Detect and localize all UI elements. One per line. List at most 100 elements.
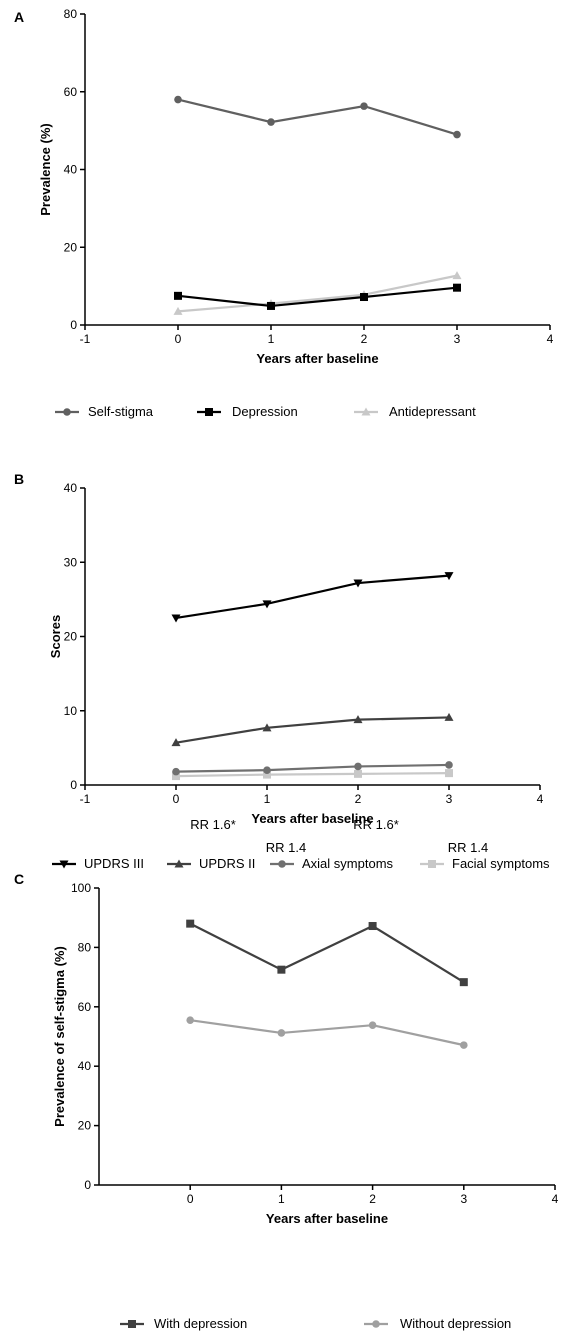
series-line [177, 274, 458, 313]
y-axis-title: Prevalence of self-stigma (%) [52, 946, 67, 1127]
chart-panel-c: C 0 20 40 60 80 100 0 1 2 3 4 Years after baseline Pr… [14, 817, 559, 1331]
data-point [452, 271, 462, 280]
series-with-depression [186, 919, 468, 987]
data-point [263, 770, 271, 779]
data-point [171, 614, 181, 623]
data-point [174, 291, 182, 300]
y-tick-label: 0 [84, 1178, 91, 1192]
rr-annotation: RR 1.4 [266, 840, 306, 855]
x-tick-label: 3 [460, 1192, 467, 1206]
legend-label: UPDRS III [84, 856, 144, 871]
legend-label: With depression [154, 1316, 247, 1331]
legend-marker [428, 860, 436, 868]
legend: UPDRS III UPDRS II Axial symptoms Facial sy… [52, 856, 550, 871]
data-point [360, 293, 368, 302]
y-tick-label: 40 [64, 163, 78, 177]
x-tick-label: -1 [80, 792, 91, 806]
panel-label: A [14, 9, 24, 25]
x-axis-title: Years after baseline [251, 811, 373, 826]
y-tick-label: 40 [78, 1059, 92, 1073]
series-without-depression [186, 1016, 468, 1049]
y-tick-label: 20 [64, 240, 78, 254]
series-facial-symptoms [172, 769, 453, 781]
x-tick-label: 1 [278, 1192, 285, 1206]
rr-annotation: RR 1.6* [353, 817, 399, 832]
x-tick-label: 1 [264, 792, 271, 806]
y-axis-title: Scores [48, 615, 63, 658]
data-point [360, 102, 368, 110]
data-point [354, 762, 362, 771]
x-axis-title: Years after baseline [266, 1211, 388, 1226]
data-point [173, 306, 183, 315]
data-point [174, 95, 182, 104]
data-point [172, 772, 180, 781]
x-tick-label: 0 [187, 1192, 194, 1206]
y-tick-label: 60 [64, 85, 78, 99]
legend-label: Axial symptoms [302, 856, 394, 871]
x-tick-label: 2 [355, 792, 362, 806]
x-axis-title: Years after baseline [256, 351, 378, 366]
y-tick-label: 0 [70, 318, 77, 332]
data-point [277, 1029, 286, 1037]
x-tick-label: 0 [175, 332, 182, 346]
series-line [175, 772, 450, 778]
series-updrs-iii [171, 572, 454, 623]
series-antidepressant [173, 271, 462, 315]
series-depression [174, 283, 461, 310]
y-tick-label: 60 [78, 1000, 92, 1014]
series-line [189, 922, 465, 984]
rr-annotation: RR 1.4 [448, 840, 488, 855]
data-point [267, 118, 275, 126]
legend-label: Depression [232, 404, 298, 419]
panel-label: B [14, 471, 24, 487]
data-point [353, 715, 363, 724]
x-tick-label: 1 [268, 332, 275, 346]
series-line [175, 574, 450, 620]
legend-marker [174, 859, 184, 868]
series-self-stigma [174, 95, 461, 139]
series-line [177, 98, 458, 136]
data-point [444, 712, 454, 721]
data-point [445, 761, 453, 769]
data-point [172, 767, 180, 776]
x-tick-label: 4 [547, 332, 554, 346]
data-point [186, 1016, 194, 1024]
data-point [186, 919, 195, 928]
data-point [267, 301, 275, 310]
data-point [262, 723, 272, 732]
data-point [368, 922, 377, 931]
data-point [353, 579, 363, 588]
legend-label: Without depression [400, 1316, 511, 1331]
series-line [177, 286, 458, 308]
y-tick-label: 80 [64, 7, 78, 21]
x-tick-label: 3 [454, 332, 461, 346]
x-tick-label: 3 [446, 792, 453, 806]
legend-marker [59, 860, 69, 869]
data-point [277, 965, 286, 974]
data-point [459, 978, 468, 987]
series-line [175, 716, 450, 744]
x-tick-label: 0 [173, 792, 180, 806]
data-point [262, 600, 272, 609]
legend-label: Self-stigma [88, 404, 154, 419]
series-line [175, 763, 450, 773]
legend-marker [278, 860, 286, 868]
y-tick-label: 30 [64, 555, 78, 569]
data-point [453, 130, 461, 139]
data-point [460, 1041, 468, 1049]
data-point [354, 769, 362, 778]
x-tick-label: 2 [369, 1192, 376, 1206]
y-tick-label: 40 [64, 481, 78, 495]
legend-marker [63, 408, 71, 416]
data-point [368, 1021, 377, 1030]
panel-label: C [14, 871, 24, 887]
legend-marker [361, 407, 371, 416]
data-point [445, 769, 453, 778]
data-point [444, 572, 454, 581]
legend-label: Antidepressant [389, 404, 476, 419]
legend-label: UPDRS II [199, 856, 255, 871]
x-tick-label: 4 [552, 1192, 559, 1206]
